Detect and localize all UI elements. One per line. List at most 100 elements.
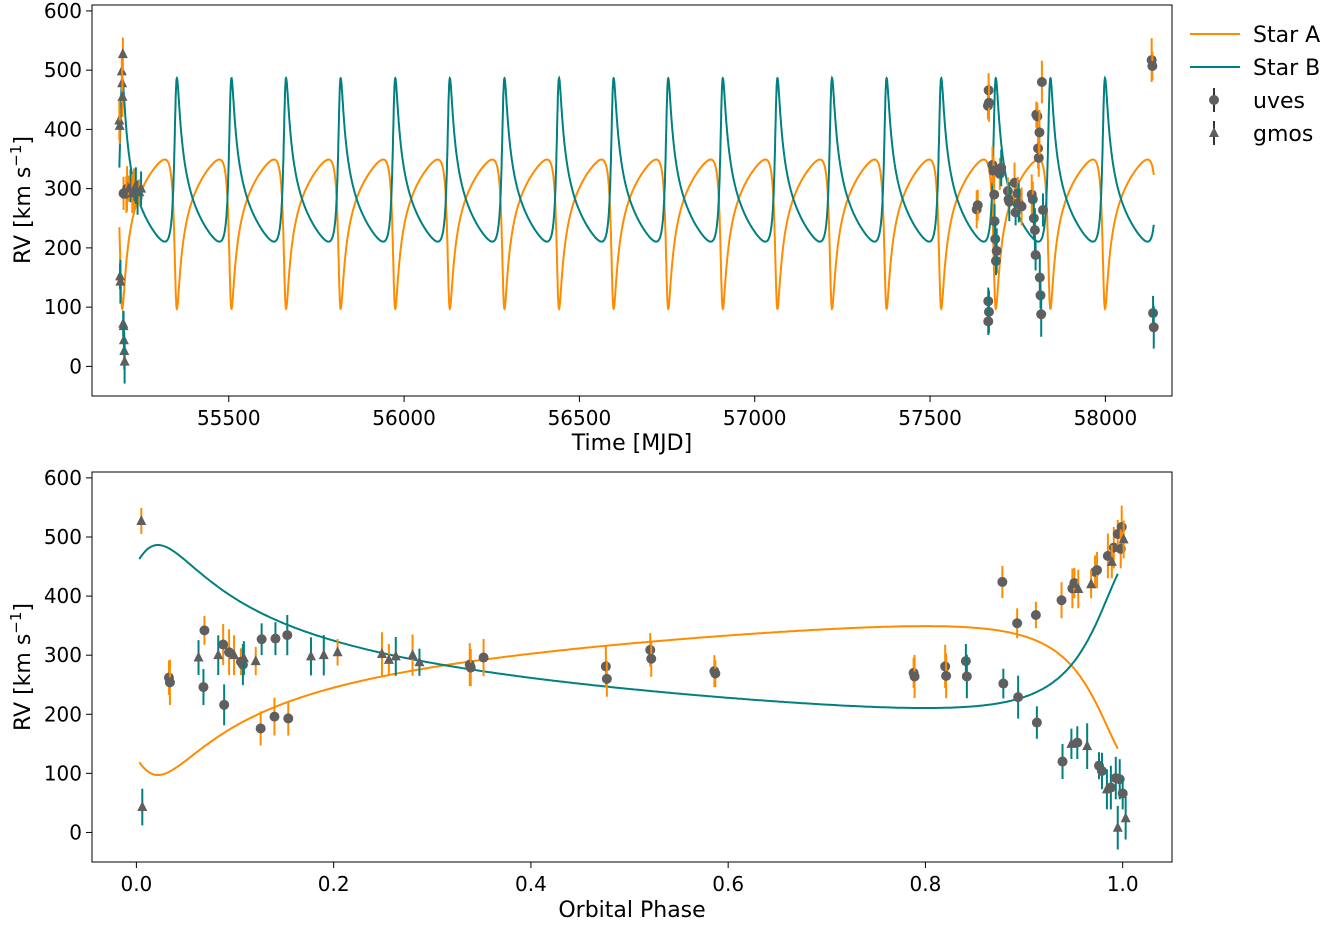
gmos-point: [332, 646, 343, 657]
uves-point: [218, 639, 229, 650]
gmos-point: [114, 119, 125, 130]
gmos-point: [130, 179, 141, 190]
y-tick-label: 600: [44, 0, 82, 23]
uves-point: [1096, 766, 1107, 776]
uves-point: [991, 245, 1002, 256]
gmos-point: [193, 651, 204, 662]
uves-point: [1031, 717, 1042, 728]
y-tick-label: 200: [44, 702, 82, 726]
x-tick-label: 56000: [372, 406, 436, 430]
uves-point: [997, 576, 1008, 587]
uves-point: [465, 662, 476, 673]
uves-point: [990, 234, 1001, 245]
y-tick-label: 100: [44, 295, 82, 319]
uves-point: [1012, 618, 1023, 629]
phase-y-axis-label: RV [km s−1]: [7, 603, 36, 731]
uves-point: [1034, 127, 1045, 138]
gmos-point: [115, 275, 126, 286]
y-tick-label: 300: [44, 177, 82, 201]
uves-point: [164, 677, 175, 688]
gmos-point: [117, 48, 128, 59]
y-tick-label: 400: [44, 117, 82, 141]
x-tick-label: 56500: [548, 406, 612, 430]
y-tick-label: 400: [44, 584, 82, 608]
uves-point: [1036, 77, 1047, 88]
legend: Star A Star B uves gmos: [1190, 23, 1320, 147]
uves-point: [282, 630, 293, 641]
uves-point: [269, 711, 280, 722]
y-tick-label: 100: [44, 761, 82, 785]
y-tick-label: 0: [69, 820, 82, 844]
time-series-y-axis-label: RV [km s−1]: [7, 136, 36, 264]
uves-point: [1029, 225, 1040, 236]
uves-point: [1027, 194, 1038, 205]
y-tick-label: 500: [44, 525, 82, 549]
y-tick-label: 500: [44, 58, 82, 82]
x-tick-label: 0.2: [318, 872, 350, 896]
uves-point: [1117, 788, 1128, 799]
legend-uves-label: uves: [1253, 89, 1305, 114]
uves-point: [1033, 152, 1044, 163]
uves-point: [256, 634, 267, 645]
uves-point: [198, 682, 209, 693]
uves-point: [1034, 272, 1045, 283]
uves-point: [255, 723, 266, 734]
uves-point: [1032, 111, 1043, 122]
gmos-point: [213, 649, 224, 660]
uves-point: [1102, 550, 1113, 561]
uves-point: [283, 713, 294, 724]
time-series-panel: 55500 56000 56500 57000 57500 58000 0 100 200 300…: [7, 0, 1173, 456]
phase-axis-ticks: 0.0 0.2 0.4 0.6 0.8 1.0 0 100 200 300 400 500 600: [44, 466, 1139, 896]
x-tick-label: 0.8: [910, 872, 942, 896]
uves-point: [1030, 250, 1041, 261]
gmos-point: [136, 182, 147, 193]
star-b-model-line: [118, 75, 1155, 243]
gmos-point: [127, 187, 138, 198]
gmos-point: [137, 801, 148, 812]
uves-point: [983, 97, 994, 108]
uves-point: [1056, 595, 1067, 606]
gmos-point: [1106, 555, 1117, 566]
gmos-point: [1118, 533, 1129, 544]
uves-point: [961, 671, 972, 682]
uves-point: [1036, 309, 1047, 320]
phase-x-axis-label: Orbital Phase: [558, 898, 705, 923]
gmos-point: [1120, 812, 1131, 823]
gmos-point: [1112, 821, 1123, 832]
uves-point: [1004, 196, 1015, 207]
gmos-point: [407, 649, 418, 660]
x-tick-label: 0.6: [712, 872, 744, 896]
uves-point: [989, 189, 1000, 200]
phase-frame: [91, 471, 1173, 863]
star-a-model-line: [118, 158, 1155, 312]
gmos-point: [136, 515, 147, 526]
gmos-point: [250, 655, 261, 666]
uves-point: [646, 653, 657, 664]
uves-point: [1012, 188, 1023, 199]
uves-point: [1092, 565, 1103, 576]
x-tick-label: 0.0: [120, 872, 152, 896]
time-series-x-axis-label: Time [MJD]: [571, 431, 692, 456]
uves-point: [601, 673, 612, 684]
x-tick-label: 58000: [1074, 406, 1138, 430]
gmos-point: [1066, 737, 1077, 748]
phase-folded-panel: 0.0 0.2 0.4 0.6 0.8 1.0 0 100 200 300 400 500 600 Or…: [7, 466, 1173, 923]
gmos-point: [1101, 783, 1112, 794]
uves-point: [983, 316, 994, 327]
gmos-point: [305, 650, 316, 661]
gmos-point: [1073, 583, 1084, 593]
phase-plot-content: [136, 505, 1131, 850]
uves-point: [941, 670, 952, 681]
x-tick-label: 55500: [197, 406, 261, 430]
uves-point: [1013, 692, 1024, 703]
star-a-model-line: [138, 625, 1119, 776]
uves-point: [199, 625, 210, 636]
legend-gmos-label: gmos: [1253, 122, 1313, 147]
y-tick-label: 200: [44, 236, 82, 260]
time-series-plot-content: [114, 37, 1159, 384]
uves-point: [996, 162, 1007, 173]
time-series-axis-ticks: 55500 56000 56500 57000 57500 58000 0 100 200 300…: [44, 0, 1137, 430]
x-tick-label: 0.4: [515, 872, 547, 896]
y-tick-label: 0: [69, 354, 82, 378]
